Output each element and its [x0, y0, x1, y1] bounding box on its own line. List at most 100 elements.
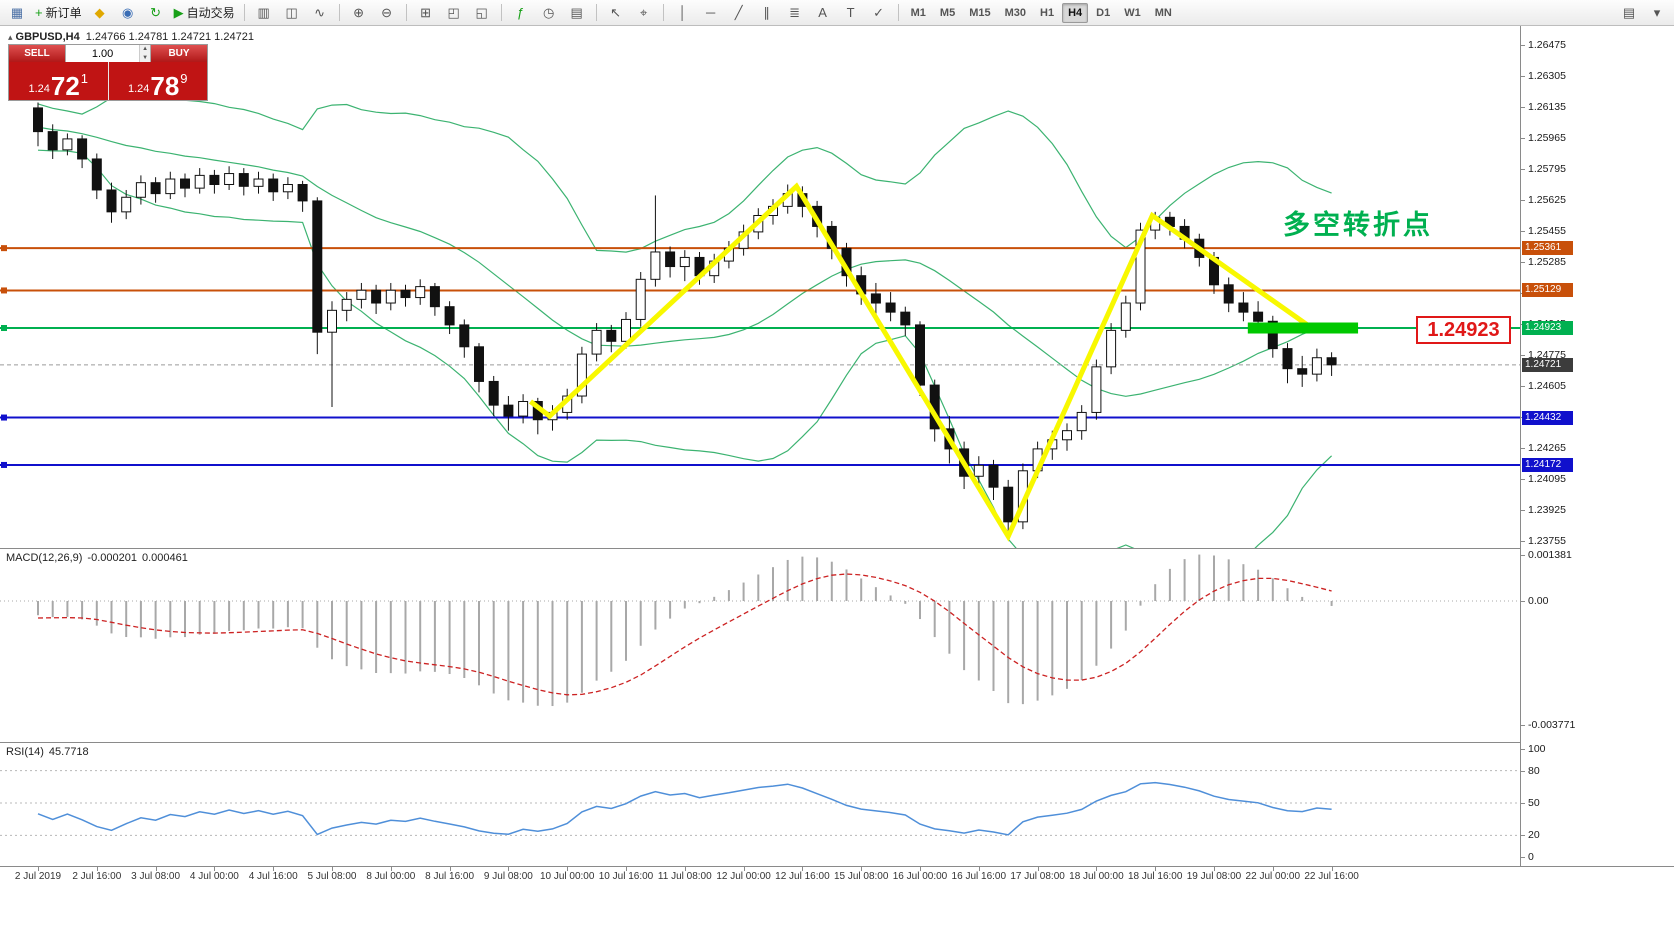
toolbar-overflow-button[interactable]: ▾	[1653, 4, 1661, 20]
profiles-icon[interactable]: ◆	[87, 3, 113, 23]
axis-tick	[1521, 137, 1525, 139]
bid-price-button[interactable]: 1.24 72 1	[9, 62, 108, 100]
new-chart-icon-glyph: ▦	[10, 5, 24, 20]
time-axis-label: 18 Jul 16:00	[1127, 871, 1183, 882]
time-axis-label: 12 Jul 00:00	[716, 871, 771, 882]
time-axis-label: 9 Jul 08:00	[483, 871, 533, 882]
zoom-in-button[interactable]: ⊕	[346, 3, 372, 23]
time-axis-label: 8 Jul 00:00	[366, 871, 416, 882]
price-axis-label: 1.23755	[1528, 534, 1566, 547]
time-axis-label: 19 Jul 08:00	[1186, 871, 1242, 882]
chart-shift-button[interactable]: ◱	[469, 3, 495, 23]
time-axis-label: 18 Jul 00:00	[1069, 871, 1124, 882]
toolbar-customize-button[interactable]: ▤	[1622, 4, 1636, 20]
ask-price-button[interactable]: 1.24 78 9	[108, 62, 207, 100]
rsi-level-lines	[0, 770, 1520, 836]
tile-windows-glyph: ⊞	[420, 5, 432, 20]
new-order-button-label: 新订单	[45, 6, 82, 20]
time-axis-tick	[1272, 867, 1274, 871]
timeframe-w1-button[interactable]: W1	[1124, 6, 1141, 19]
timeframe-m30-button[interactable]: M30	[1004, 6, 1026, 19]
candlestick-chart-button[interactable]: ◫	[279, 3, 305, 23]
price-axis-label: 1.25625	[1528, 193, 1566, 206]
new-chart-icon[interactable]: ▦	[4, 3, 30, 23]
cursor-button[interactable]: ↖	[603, 3, 629, 23]
text-label-button[interactable]: T	[838, 3, 864, 23]
price-callout-box[interactable]: 1.24923	[1416, 316, 1511, 344]
channel-glyph: ∥	[763, 5, 770, 20]
buy-button[interactable]: BUY	[151, 45, 207, 62]
axis-tick	[1521, 168, 1525, 170]
auto-arrange-button[interactable]: ◰	[441, 3, 467, 23]
arrows-button[interactable]: ✓	[866, 3, 892, 23]
macd-axis-label: 0.00	[1528, 595, 1549, 607]
time-axis[interactable]: 2 Jul 2019 2 Jul 16:00 3 Jul 08:00 4 Jul 00…	[0, 866, 1674, 890]
rsi-pane-canvas[interactable]	[0, 743, 1520, 866]
time-axis-tick	[508, 867, 510, 871]
toolbar-separator	[897, 4, 899, 21]
sell-button[interactable]: SELL	[9, 45, 65, 62]
timeframe-h1-button[interactable]: H1	[1040, 6, 1055, 19]
text-button[interactable]: A	[810, 3, 836, 23]
fibonacci-button[interactable]: ≣	[782, 3, 808, 23]
axis-tick	[1521, 354, 1525, 356]
crosshair-button[interactable]: ⌖	[631, 3, 657, 23]
time-axis-label: 11 Jul 08:00	[657, 871, 712, 882]
macd-pane-splitter[interactable]	[0, 548, 1674, 549]
axis-tick	[1521, 447, 1525, 449]
indicators-button[interactable]: ƒ	[508, 3, 534, 23]
market-watch-icon[interactable]: ◉	[115, 3, 141, 23]
timeframe-mn-button[interactable]: MN	[1154, 6, 1172, 19]
price-axis-label: 1.26475	[1528, 39, 1566, 51]
macd-signal-value: 0.000461	[141, 552, 188, 564]
channel-button[interactable]: ∥	[754, 3, 780, 23]
tile-windows-button[interactable]: ⊞	[413, 3, 439, 23]
timeframe-m5-button[interactable]: M5	[939, 6, 956, 19]
one-click-toggle-icon[interactable]: ▴	[8, 32, 13, 42]
macd-pane-canvas[interactable]	[0, 549, 1520, 742]
timeframe-d1-button[interactable]: D1	[1096, 6, 1111, 19]
new-order-button[interactable]: + 新订单	[32, 3, 85, 23]
chart-header: ▴ GBPUSD,H4 1.24766 1.24781 1.24721 1.2472…	[8, 31, 254, 43]
refresh-icon[interactable]: ↻	[143, 3, 169, 23]
bid-prefix: 1.24	[28, 83, 50, 95]
zigzag-trend-object[interactable]	[528, 182, 1314, 542]
timeframe-h4-button[interactable]: H4	[1062, 2, 1089, 23]
time-axis-label: 12 Jul 16:00	[775, 871, 830, 882]
axis-tick	[1521, 385, 1525, 387]
templates-button[interactable]: ▤	[564, 3, 590, 23]
main-chart-canvas[interactable]	[0, 26, 1520, 548]
volume-down-icon[interactable]: ▼	[140, 53, 150, 62]
zoom-out-button[interactable]: ⊖	[374, 3, 400, 23]
vertical-line-glyph: │	[678, 5, 687, 20]
volume-up-icon[interactable]: ▲	[140, 45, 150, 54]
timeframe-m1-button[interactable]: M1	[910, 6, 926, 19]
macd-axis-label: 0.001381	[1528, 549, 1572, 562]
level-price-tag: 1.24923	[1522, 321, 1573, 335]
rsi-pane-splitter[interactable]	[0, 742, 1674, 743]
horizontal-line-button[interactable]: ─	[698, 3, 724, 23]
timeframe-m15-button[interactable]: M15	[969, 6, 991, 19]
macd-title: MACD(12,26,9)	[6, 552, 83, 564]
price-axis[interactable]: 1.26475 1.26305 1.26135 1.25965 1.25795 1.256…	[1521, 26, 1674, 890]
vertical-line-button[interactable]: │	[670, 3, 696, 23]
time-axis-label: 4 Jul 16:00	[248, 871, 298, 882]
autotrading-button-label: 自动交易	[186, 6, 235, 20]
time-axis-tick	[920, 867, 921, 871]
autotrading-button[interactable]: ▶ 自动交易	[171, 3, 238, 23]
trendline-button[interactable]: ╱	[726, 3, 752, 23]
arrows-glyph: ✓	[873, 5, 885, 20]
rsi-axis-label: 20	[1528, 829, 1540, 842]
time-axis-tick	[155, 867, 157, 871]
support-highlight-bar[interactable]	[1247, 322, 1359, 334]
line-chart-button[interactable]: ∿	[307, 3, 333, 23]
axis-tick	[1521, 555, 1525, 557]
time-axis-tick	[96, 867, 98, 871]
cursor-glyph: ↖	[610, 5, 622, 20]
volume-input[interactable]	[66, 45, 140, 62]
bar-chart-button[interactable]: ▥	[251, 3, 277, 23]
time-axis-tick	[449, 867, 451, 871]
chart-annotation-text[interactable]: 多空转折点	[1283, 210, 1433, 240]
periods-button[interactable]: ◷	[536, 3, 562, 23]
